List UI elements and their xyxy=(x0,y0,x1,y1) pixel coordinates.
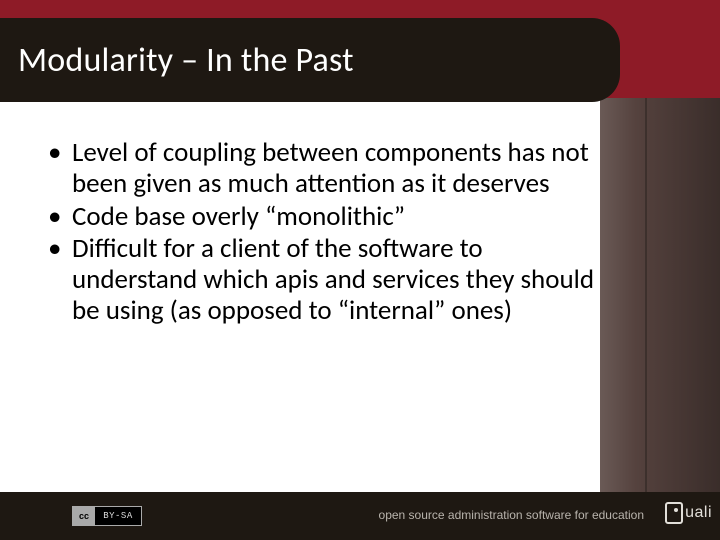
bullet-list: Level of coupling between components has… xyxy=(44,138,600,327)
cc-license-badge: cc BY-SA xyxy=(72,506,142,526)
bullet-item: Difficult for a client of the software t… xyxy=(44,234,600,326)
brand-text: uali xyxy=(685,504,712,522)
slide-title: Modularity – In the Past xyxy=(18,40,354,81)
cc-icon: cc xyxy=(73,507,95,525)
footer-tagline: open source administration software for … xyxy=(379,508,644,522)
brand-mark-icon xyxy=(665,502,683,524)
bullet-item: Code base overly “monolithic” xyxy=(44,202,600,233)
footer-bar: cc BY-SA open source administration soft… xyxy=(0,492,720,540)
brand-logo: uali xyxy=(665,502,712,524)
bullet-item: Level of coupling between components has… xyxy=(44,138,600,200)
slide-body: Level of coupling between components has… xyxy=(44,138,600,329)
title-plate: Modularity – In the Past xyxy=(0,18,620,102)
cc-license-text: BY-SA xyxy=(95,507,141,525)
